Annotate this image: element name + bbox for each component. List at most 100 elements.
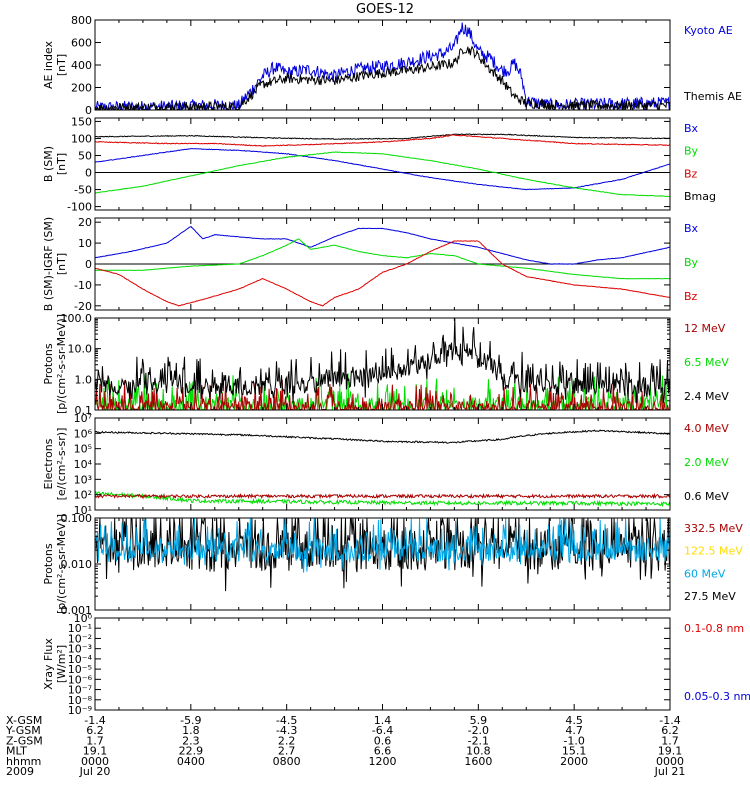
y-tick-label: 0.001 [61, 604, 93, 617]
series-dbigrf-bx [95, 225, 670, 265]
y-tick-label: -10 [74, 279, 92, 292]
legend-entry: 122.5 MeV [684, 545, 743, 558]
y-tick-label: 10⁴ [74, 458, 93, 471]
y-tick-label: 10⁻⁷ [68, 684, 92, 697]
series-electrons-4-0-mev [95, 492, 670, 500]
y-tick-label: 10⁶ [74, 427, 93, 440]
y-axis-label: [W/m²] [55, 645, 68, 683]
time-axis-value: 0.6 [374, 734, 392, 747]
time-axis-value: 4.5 [565, 714, 583, 727]
time-axis-value: 0400 [177, 755, 205, 768]
y-tick-label: 0 [85, 104, 92, 117]
legend-entry: 0.1-0.8 nm [684, 622, 744, 635]
y-tick-label: 1.0 [75, 373, 93, 386]
y-tick-label: 0.010 [61, 558, 93, 571]
time-axis-value: 1.4 [374, 714, 392, 727]
time-axis-value: Jul 20 [79, 765, 111, 778]
y-tick-label: 10⁻⁶ [68, 673, 93, 686]
y-tick-label: 10⁻³ [68, 643, 92, 656]
time-axis-value: 15.1 [562, 745, 587, 758]
legend-entry: Bz [684, 290, 698, 303]
panel-dbigrf: -20 -10 0 10 20 B (SM)-IGRF (SM) [nT] Bx By Bz [42, 216, 699, 313]
y-axis-label: Xray Flux [42, 638, 55, 690]
y-tick-label: 10¹ [74, 504, 92, 517]
time-axis-value: 22.9 [179, 745, 204, 758]
y-tick-label: 0.100 [61, 512, 93, 525]
time-axis-value: 2.3 [182, 734, 200, 747]
y-tick-label: 0.1 [75, 404, 93, 417]
legend-entry: Kyoto AE [684, 24, 733, 37]
y-tick-label: 10² [74, 489, 92, 502]
time-axis-value: Jul 21 [654, 765, 686, 778]
time-axis-value: 2.7 [278, 745, 296, 758]
time-axis-value: 1.7 [661, 734, 679, 747]
legend-entry: Bmag [684, 190, 716, 203]
y-tick-label: -100 [67, 201, 92, 214]
y-axis-label: Protons [42, 543, 55, 584]
time-axis-value: 0000 [81, 755, 109, 768]
y-tick-label: 10⁻⁴ [68, 653, 93, 666]
series-electrons-2-0-mev [95, 491, 670, 508]
time-axis-value: -1.4 [84, 714, 105, 727]
y-axis-label: [nT] [55, 253, 68, 275]
legend-entry: Bz [684, 167, 698, 180]
time-axis-value: 0000 [656, 755, 684, 768]
time-axis-value: -1.0 [563, 734, 584, 747]
legend-entry: 2.4 MeV [684, 390, 729, 403]
time-axis-value: 10.8 [466, 745, 491, 758]
time-axis-value: 2.2 [278, 734, 296, 747]
y-tick-label: 100 [71, 132, 92, 145]
legend-entry: Bx [684, 222, 699, 235]
series-ae-kyoto-ae [95, 22, 670, 110]
y-tick-label: -50 [74, 184, 92, 197]
y-tick-label: 10⁻⁸ [68, 694, 93, 707]
legend-entry: 332.5 MeV [684, 522, 743, 535]
time-axis-value: 19.1 [658, 745, 683, 758]
y-axis-label: B (SM)-IGRF (SM) [42, 217, 55, 311]
time-axis-value: -4.5 [276, 714, 297, 727]
y-axis-label: [e/(cm²-s-sr)] [55, 428, 68, 501]
time-axis-value: 6.6 [374, 745, 392, 758]
time-axis-value: 1200 [369, 755, 397, 768]
y-tick-label: 800 [71, 14, 92, 27]
y-tick-label: 50 [78, 149, 92, 162]
series-ae-themis-ae [95, 45, 670, 110]
legend-entry: Bx [684, 122, 699, 135]
legend-entry: 60 MeV [684, 567, 726, 580]
time-axis-value: 2000 [560, 755, 588, 768]
y-tick-label: 10⁻¹ [68, 622, 92, 635]
time-axis-value: -6.4 [372, 724, 393, 737]
figure-title: GOES-12 [356, 2, 414, 17]
legend-entry: 4.0 MeV [684, 422, 729, 435]
panel-frame [94, 617, 671, 711]
y-tick-label: 200 [71, 82, 92, 95]
y-axis-label: [nT] [55, 54, 68, 76]
time-axis-value: -4.3 [276, 724, 297, 737]
y-axis-label: [nT] [55, 153, 68, 175]
time-axis-value: 5.9 [470, 714, 488, 727]
y-tick-label: 150 [71, 115, 92, 128]
time-axis-value: 1.7 [86, 734, 104, 747]
time-axis-value: 19.1 [83, 745, 108, 758]
legend-entry: 0.05-0.3 nm [684, 690, 750, 703]
y-axis-label: [p/(cm²-s-sr-MeV)] [55, 314, 68, 414]
time-axis-value: 6.2 [86, 724, 104, 737]
y-tick-label: 10.0 [68, 343, 93, 356]
panel-electrons: 10¹ 10² 10³ 10⁴ 10⁵ 10⁶ 10⁷ Electrons [e/(cm²-s-… [42, 412, 729, 517]
y-axis-label: AE index [42, 40, 55, 89]
legend-entry: By [684, 256, 699, 269]
y-tick-label: 10⁵ [74, 443, 92, 456]
time-axis-value: -5.9 [180, 714, 201, 727]
legend-entry: 6.5 MeV [684, 356, 729, 369]
time-axis-value: 0800 [273, 755, 301, 768]
y-tick-label: 10⁻⁵ [68, 663, 92, 676]
time-axis-value: -2.1 [468, 734, 489, 747]
time-axis-value: 1.8 [182, 724, 200, 737]
series-b-bmag [95, 133, 670, 140]
series-b-bx [95, 147, 670, 191]
y-tick-label: 0 [85, 167, 92, 180]
legend-entry: Themis AE [683, 90, 742, 103]
